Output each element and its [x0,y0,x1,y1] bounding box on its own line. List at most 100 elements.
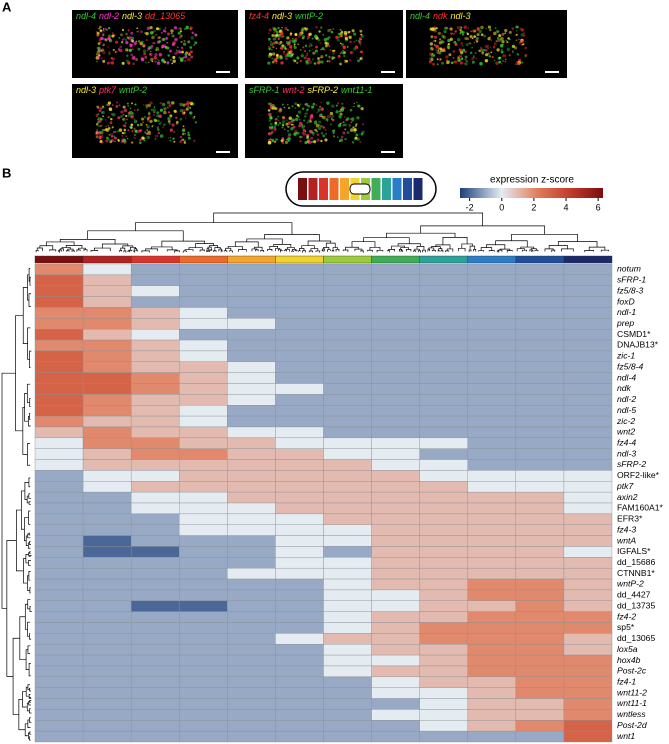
heatmap-cell [371,372,420,384]
heatmap-cell [227,426,276,439]
heatmap-cell [82,350,132,362]
heatmap-cell [34,709,84,721]
heatmap-cell [82,318,132,330]
panel-label: A [2,0,12,14]
heatmap-cell [563,328,613,341]
heatmap-cell [227,557,276,569]
heatmap-cell [179,285,228,297]
heatmap-cell [82,676,132,688]
heatmap-cell [467,600,517,612]
heatmap-cell [515,448,565,460]
heatmap-cell [563,426,613,439]
heatmap-cell [227,611,276,623]
heatmap-cell [371,296,420,308]
heatmap-cell [130,491,180,504]
heatmap-cell [179,524,228,536]
heatmap-cell [563,644,613,656]
caption-gene: sFRP-2 [308,85,339,95]
heatmap-cell [34,459,84,471]
row-label: Post-2d [617,720,647,730]
row-label: wnt11-2 [617,687,647,697]
caption-gene: sFRP-1 [249,85,280,95]
heatmap-cell [179,350,228,362]
heatmap-cell [82,535,132,547]
heatmap-cell [563,383,613,395]
heatmap-cell [323,567,372,580]
heatmap-cell [371,415,420,428]
heatmap-cell [323,470,372,482]
heatmap-cell [34,263,84,276]
heatmap-cell [515,274,565,286]
heatmap-cell [419,285,468,297]
heatmap-cell [419,415,468,428]
heatmap-cell [82,405,132,417]
heatmap-cell [34,350,84,362]
heatmap-cell [371,448,420,460]
colorbar-title: expression z-score [490,175,574,186]
heatmap-cell [130,470,180,482]
heatmap-cell [275,296,324,308]
heatmap-cell [467,459,517,471]
heatmap-cell [323,546,372,558]
micrograph-caption: fz4-4 ndl-3 wntP-2 [249,11,323,21]
heatmap-cell [34,535,84,547]
caption-gene: ptk7 [98,85,117,95]
heatmap-cell [419,426,468,439]
heatmap-cell [82,426,132,439]
caption-gene: fz4-4 [249,11,269,21]
row-label: lox5a [617,644,638,654]
heatmap-cell [130,405,180,417]
micrograph-caption: ndl-3 ptk7 wntP-2 [76,85,147,95]
heatmap-cell [34,567,84,580]
heatmap-cell [371,383,420,395]
heatmap-cell [34,328,84,341]
heatmap-cell [419,405,468,417]
heatmap-cell [179,535,228,547]
row-label: dd_13735 [617,600,655,610]
heatmap-cell [179,405,228,417]
heatmap-cell [82,578,132,591]
heatmap-cell [323,557,372,569]
heatmap-cell [130,415,180,428]
heatmap-cell [323,524,372,536]
heatmap-cell [515,535,565,547]
heatmap-cell [275,328,324,341]
row-label: sFRP-1 [617,275,646,285]
heatmap-cell [179,622,228,634]
heatmap-cell [419,535,468,547]
heatmap-cell [467,318,517,330]
heatmap-cell [275,600,324,612]
colorbar-tick-label: 6 [596,202,601,212]
heatmap-cell [34,720,84,732]
heatmap-cell [130,328,180,341]
heatmap-cell [515,622,565,634]
heatmap-cell [371,600,420,612]
heatmap-cell [563,307,613,319]
heatmap-cell [467,698,517,710]
heatmap-cell [179,546,228,558]
heatmap-cell [179,481,228,493]
heatmap-cell [323,448,372,460]
heatmap-cell [467,720,517,732]
heatmap-cell [323,307,372,319]
row-label: ndl-4 [617,372,636,382]
heatmap-cell [179,611,228,623]
heatmap-cell [82,307,132,319]
row-label: wnt1 [617,731,635,741]
row-label: wnt2 [617,427,635,437]
heatmap-cell [275,307,324,319]
heatmap-cell [34,274,84,286]
heatmap-cell [323,405,372,417]
heatmap-cell [227,622,276,634]
heatmap-cell [179,720,228,732]
heatmap-cell [227,339,276,352]
heatmap-cell [419,274,468,286]
heatmap-cell [34,654,84,667]
heatmap-cell [179,578,228,591]
heatmap-cell [323,339,372,352]
heatmap-cell [563,687,613,699]
heatmap-cell [34,557,84,569]
heatmap-cell [419,263,468,276]
row-label: prep [616,318,634,328]
heatmap-cell [371,654,420,667]
